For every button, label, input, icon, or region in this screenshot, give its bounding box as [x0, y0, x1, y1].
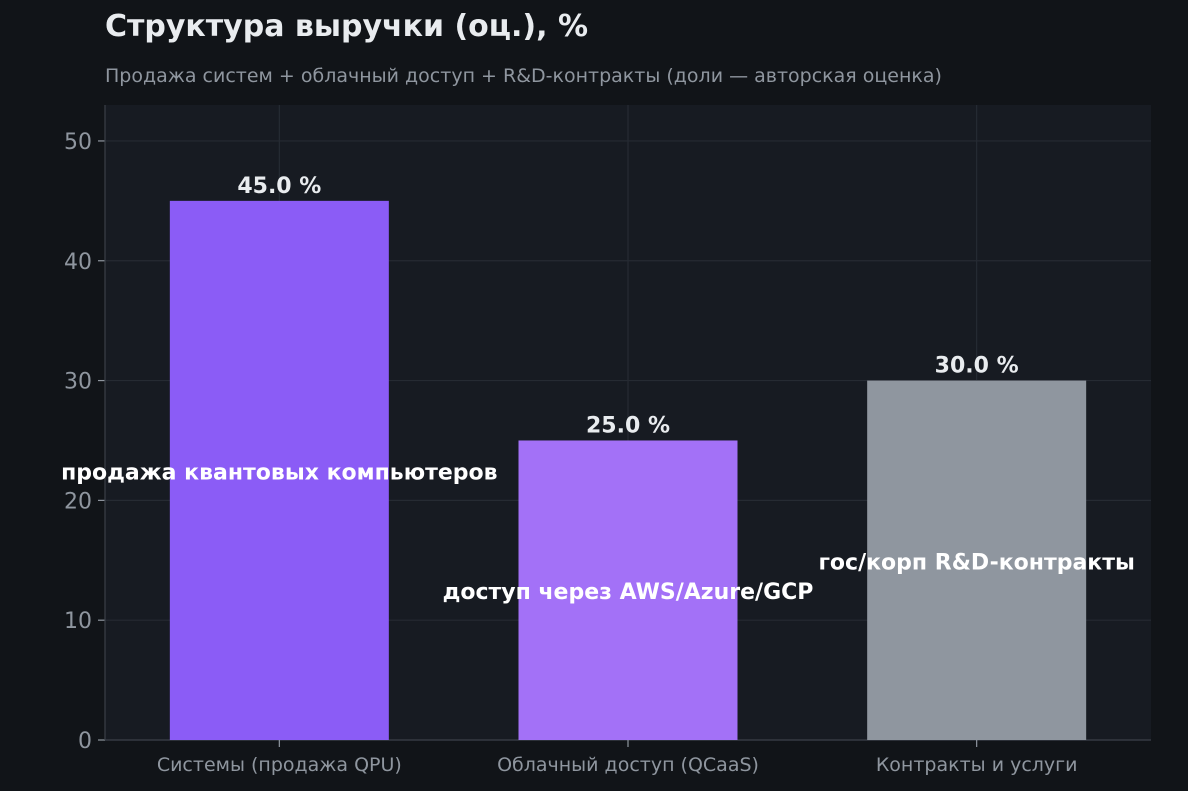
y-tick-label: 0 — [78, 729, 92, 754]
labels: 45.0 % продажа квантовых компьютеров 25.0 … — [61, 174, 1135, 605]
bar-annotation: продажа квантовых компьютеров — [61, 460, 498, 485]
x-tick-label: Облачный доступ (QCaaS) — [497, 754, 759, 776]
y-tick-label: 30 — [64, 370, 92, 395]
bars — [169, 200, 1087, 740]
chart-title: Структура выручки (оц.), % — [105, 9, 589, 44]
bar — [169, 200, 389, 740]
bar-annotation: доступ через AWS/Azure/GCP — [443, 580, 814, 605]
x-tick-label: Системы (продажа QPU) — [157, 754, 402, 776]
y-tick-label: 50 — [64, 130, 92, 155]
bar-value-label: 25.0 % — [586, 413, 670, 438]
bar-value-label: 45.0 % — [237, 174, 321, 199]
chart-subtitle: Продажа систем + облачный доступ + R&D-к… — [105, 65, 942, 87]
bar — [518, 440, 738, 740]
y-tick-label: 20 — [64, 489, 92, 514]
bar-value-label: 30.0 % — [935, 354, 1019, 379]
bar-annotation: гос/корп R&D-контракты — [818, 550, 1134, 575]
y-tick-label: 10 — [64, 609, 92, 634]
x-tick-label: Контракты и услуги — [876, 754, 1078, 776]
y-tick-label: 40 — [64, 250, 92, 275]
bar — [867, 380, 1087, 740]
